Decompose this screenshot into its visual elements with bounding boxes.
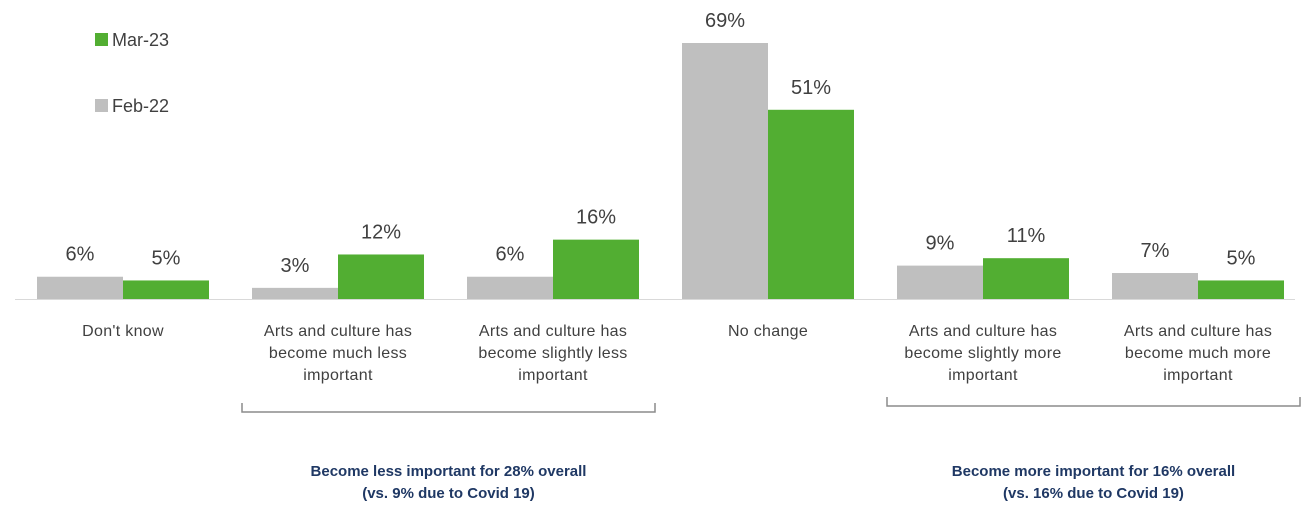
category-label-line: become much more bbox=[1125, 345, 1271, 362]
data-label-mar-23-5: 5% bbox=[1227, 247, 1256, 269]
category-label-1: Arts and culture has become much less impo… bbox=[264, 323, 412, 384]
category-label-line: Arts and culture has bbox=[264, 323, 412, 340]
legend-swatch-mar-23 bbox=[95, 33, 108, 46]
bar-mar-23-3 bbox=[768, 109, 854, 299]
annotation-1-line-1: (vs. 16% due to Covid 19) bbox=[1003, 485, 1184, 502]
category-label-line: Don't know bbox=[82, 323, 164, 340]
bar-feb-22-1 bbox=[252, 287, 338, 299]
bar-feb-22-4 bbox=[897, 265, 983, 299]
data-label-mar-23-0: 5% bbox=[152, 247, 181, 269]
category-label-4: Arts and culture has become slightly more… bbox=[904, 323, 1061, 384]
category-label-line: important bbox=[1163, 367, 1233, 384]
legend-label-feb-22: Feb-22 bbox=[112, 96, 169, 116]
data-label-feb-22-0: 6% bbox=[66, 244, 95, 266]
data-label-mar-23-4: 11% bbox=[1007, 225, 1046, 247]
category-label-3: No change bbox=[728, 323, 808, 340]
category-label-line: Arts and culture has bbox=[479, 323, 627, 340]
data-label-feb-22-1: 3% bbox=[281, 255, 310, 277]
bar-feb-22-0 bbox=[37, 276, 123, 299]
bar-mar-23-4 bbox=[983, 258, 1069, 299]
annotation-0-line-0: Become less important for 28% overall bbox=[311, 463, 587, 480]
category-label-line: become slightly less bbox=[478, 345, 627, 362]
category-label-line: important bbox=[948, 367, 1018, 384]
bar-mar-23-0 bbox=[123, 280, 209, 299]
annotation-0-line-1: (vs. 9% due to Covid 19) bbox=[362, 485, 535, 502]
bracket-1 bbox=[886, 397, 1301, 407]
annotation-1-line-0: Become more important for 16% overall bbox=[952, 463, 1235, 480]
bar-feb-22-3 bbox=[682, 43, 768, 299]
category-label-line: Arts and culture has bbox=[1124, 323, 1272, 340]
category-label-2: Arts and culture has become slightly less… bbox=[478, 323, 627, 384]
category-label-line: important bbox=[518, 367, 588, 384]
category-label-line: become much less bbox=[269, 345, 407, 362]
data-label-mar-23-1: 12% bbox=[361, 221, 401, 243]
category-label-line: important bbox=[303, 367, 373, 384]
data-label-feb-22-4: 9% bbox=[926, 233, 955, 255]
bar-feb-22-2 bbox=[467, 276, 553, 299]
bar-feb-22-5 bbox=[1112, 273, 1198, 299]
data-label-mar-23-2: 16% bbox=[576, 207, 616, 229]
category-label-5: Arts and culture has become much more impo… bbox=[1124, 323, 1272, 384]
legend-swatch-feb-22 bbox=[95, 99, 108, 112]
category-label-0: Don't know bbox=[82, 323, 164, 340]
bar-mar-23-1 bbox=[338, 254, 424, 299]
category-label-line: No change bbox=[728, 323, 808, 340]
legend-label-mar-23: Mar-23 bbox=[112, 30, 169, 50]
bar-mar-23-5 bbox=[1198, 280, 1284, 299]
data-label-feb-22-2: 6% bbox=[496, 244, 525, 266]
category-label-line: Arts and culture has bbox=[909, 323, 1057, 340]
category-label-line: become slightly more bbox=[904, 345, 1061, 362]
data-label-mar-23-3: 51% bbox=[791, 77, 831, 99]
data-label-feb-22-5: 7% bbox=[1141, 240, 1170, 262]
data-label-feb-22-3: 69% bbox=[705, 10, 745, 32]
bar-mar-23-2 bbox=[553, 239, 639, 299]
bracket-0 bbox=[241, 403, 656, 413]
